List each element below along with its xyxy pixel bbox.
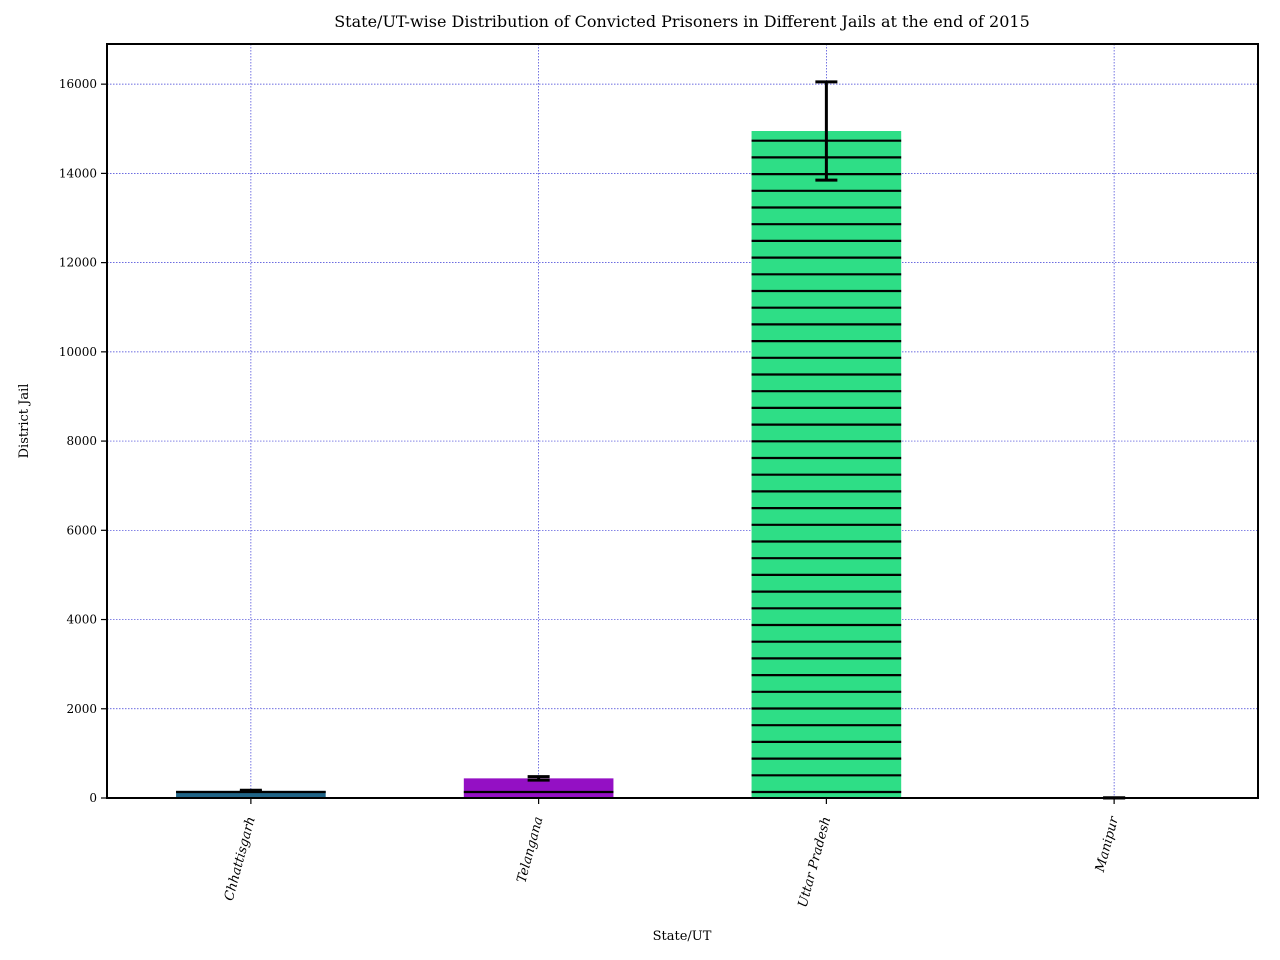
y-tick-label: 8000 bbox=[66, 434, 97, 448]
y-tick-label: 0 bbox=[89, 791, 97, 805]
y-tick-label: 2000 bbox=[66, 702, 97, 716]
x-axis: Chhattisgarh Telangana Uttar Pradesh Manipu… bbox=[222, 798, 1122, 909]
bar bbox=[176, 790, 326, 798]
y-axis-label: District Jail bbox=[17, 384, 32, 459]
y-axis: 0 2000 4000 6000 8000 10000 12000 14000 16000 bbox=[59, 77, 107, 805]
bars bbox=[176, 131, 902, 798]
plot-frame bbox=[106, 43, 1259, 799]
grid bbox=[107, 44, 1258, 799]
x-tick-label: Chhattisgarh bbox=[222, 815, 259, 902]
x-axis-label: State/UT bbox=[653, 929, 712, 944]
y-tick-label: 4000 bbox=[66, 613, 97, 627]
error-bars bbox=[239, 80, 1126, 800]
chart-title: State/UT-wise Distribution of Convicted … bbox=[334, 12, 1030, 31]
y-tick-label: 14000 bbox=[59, 166, 97, 180]
x-tick-label: Manipur bbox=[1093, 814, 1123, 874]
x-tick-label: Telangana bbox=[514, 815, 546, 884]
x-tick-label: Uttar Pradesh bbox=[796, 815, 835, 909]
y-tick-label: 16000 bbox=[59, 77, 97, 91]
y-tick-label: 12000 bbox=[59, 256, 97, 270]
y-tick-label: 6000 bbox=[66, 523, 97, 537]
bar bbox=[751, 131, 902, 798]
y-tick-label: 10000 bbox=[59, 345, 97, 359]
